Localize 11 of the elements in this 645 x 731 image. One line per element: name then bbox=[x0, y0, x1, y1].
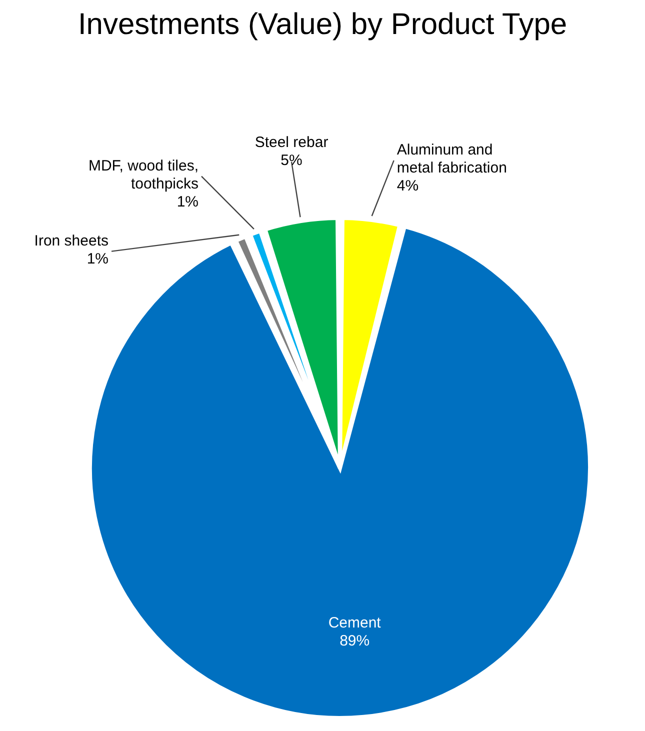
data-label: 5% bbox=[280, 152, 302, 169]
data-label: 1% bbox=[176, 193, 199, 210]
data-label: 89% bbox=[340, 632, 370, 650]
slice-label: Cement bbox=[328, 614, 382, 632]
slice-label: Steel rebar bbox=[254, 134, 328, 151]
data-label: 4% bbox=[396, 177, 419, 194]
slice-label: Iron sheets bbox=[34, 232, 109, 250]
chart-title: Investments (Value) by Product Type bbox=[78, 8, 568, 41]
slice-label: MDF, wood tiles, toothpicks bbox=[88, 157, 199, 192]
slice-label: Aluminum and metal fabrication bbox=[396, 141, 507, 176]
data-label: 1% bbox=[86, 250, 109, 268]
